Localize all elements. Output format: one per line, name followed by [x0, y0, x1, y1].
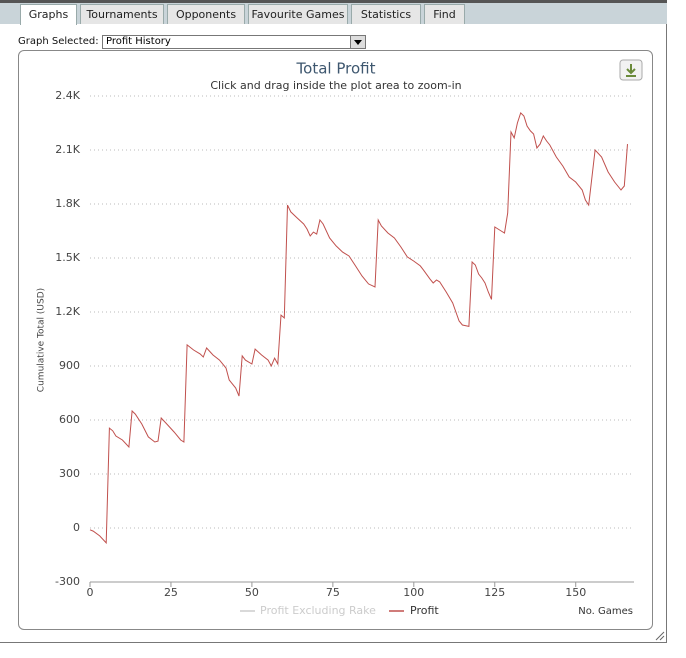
selector-label: Graph Selected:	[18, 36, 99, 47]
content-frame	[0, 24, 667, 643]
resize-grip	[655, 631, 665, 641]
legend-label: Profit	[410, 604, 439, 617]
y-tick-label: 2.1K	[55, 143, 80, 156]
y-tick-label: -300	[55, 575, 80, 588]
y-tick-label: 600	[59, 413, 80, 426]
tab[interactable]: Opponents	[167, 4, 245, 24]
y-tick-label: 1.8K	[55, 197, 80, 210]
y-tick-label: 900	[59, 359, 80, 372]
x-tick-label: 25	[164, 586, 178, 599]
tab[interactable]: Statistics	[351, 4, 421, 24]
tab[interactable]: Tournaments	[80, 4, 164, 24]
tab[interactable]: Favourite Games	[248, 4, 348, 24]
profit-line	[89, 111, 628, 545]
graph-dropdown[interactable]: Profit History	[102, 35, 366, 49]
chart-panel	[18, 50, 653, 630]
y-tick-label: 1.2K	[55, 305, 80, 318]
tab[interactable]: Find	[424, 4, 465, 24]
x-tick-label: 150	[565, 586, 586, 599]
dropdown-arrow	[354, 40, 362, 45]
chart-subtitle: Click and drag inside the plot area to z…	[210, 79, 461, 92]
x-axis-label: No. Games	[578, 606, 633, 617]
dropdown-button[interactable]	[350, 36, 365, 48]
chart-title: Total Profit	[296, 60, 376, 78]
y-tick-label: 2.4K	[55, 89, 80, 102]
x-tick-label: 75	[326, 586, 340, 599]
y-axis-label: Cumulative Total (USD)	[37, 288, 47, 392]
x-tick-label: 125	[484, 586, 505, 599]
x-tick-label: 0	[87, 586, 94, 599]
dropdown-value: Profit History	[106, 36, 171, 47]
download-icon	[626, 64, 636, 77]
y-tick-label: 1.5K	[55, 251, 80, 264]
tab[interactable]: Graphs	[20, 4, 77, 25]
x-tick-label: 100	[403, 586, 424, 599]
x-tick-label: 50	[245, 586, 259, 599]
y-tick-label: 0	[73, 521, 80, 534]
y-tick-label: 300	[59, 467, 80, 480]
legend-label: Profit Excluding Rake	[260, 604, 376, 617]
